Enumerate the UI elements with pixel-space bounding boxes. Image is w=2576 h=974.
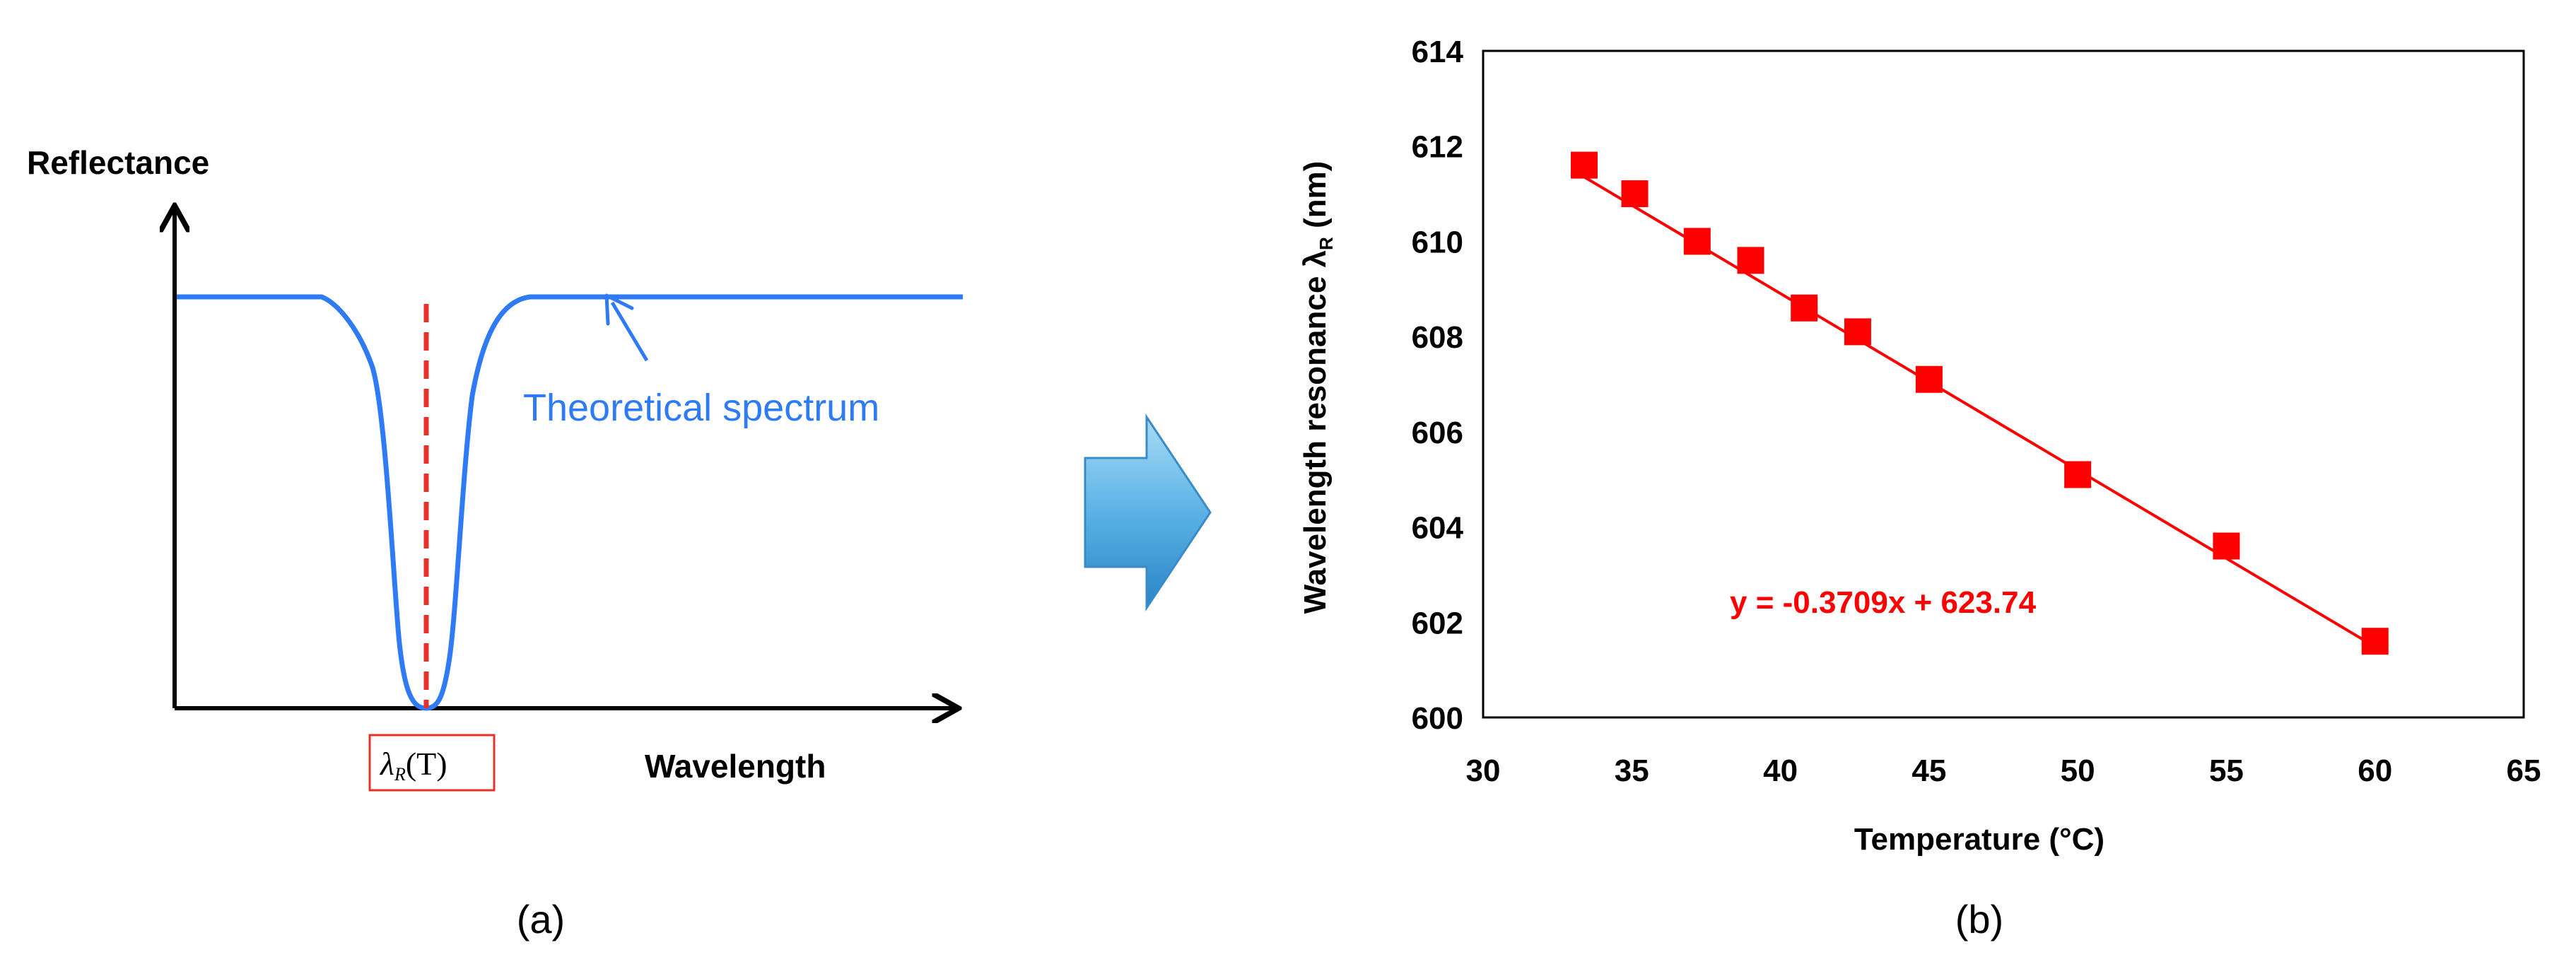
panel-a: Reflectance Theoretical spectrum λR(T) W… — [27, 144, 963, 941]
data-point — [1621, 180, 1649, 208]
y-tick-label: 604 — [1412, 511, 1464, 546]
x-tick-label: 65 — [2507, 753, 2541, 788]
plot-area-frame — [1482, 49, 2525, 719]
resonance-lambda: λ — [379, 746, 394, 782]
curve-pointer-arrow — [604, 293, 649, 362]
data-point — [1844, 318, 1871, 346]
right-arrow-icon — [1084, 413, 1212, 611]
trendline-equation: y = -0.3709x + 623.74 — [1730, 585, 2037, 620]
y-tick-label: 614 — [1412, 35, 1464, 69]
x-tick-label: 60 — [2358, 753, 2392, 788]
y-tick-label: 600 — [1412, 701, 1463, 736]
x-tick-label: 50 — [2061, 753, 2095, 788]
resonance-subscript: R — [394, 764, 406, 785]
data-point — [1683, 228, 1711, 255]
y-axis-title-subscript: R — [1316, 237, 1337, 250]
resonance-marker-label: λR(T) — [379, 746, 447, 785]
y-tick-label: 608 — [1412, 320, 1463, 355]
y-axis-title: Wavelength resonance λR (nm) — [1298, 161, 1337, 614]
data-point — [2361, 628, 2389, 655]
y-axis-title-unit: (nm) — [1298, 161, 1333, 237]
x-tick-label: 45 — [1911, 753, 1946, 788]
y-tick-label: 602 — [1412, 606, 1463, 640]
y-tick-label: 606 — [1412, 416, 1463, 450]
trendline — [1583, 175, 2376, 648]
x-axis-ticks: 30 35 40 45 50 55 60 65 — [1466, 753, 2541, 788]
panel-a-x-axis-label: Wavelength — [645, 748, 826, 785]
data-point — [2064, 461, 2092, 488]
resonance-marker-box — [368, 734, 496, 792]
theoretical-spectrum-curve — [177, 294, 963, 711]
data-points — [1570, 151, 2389, 655]
panel-b-label: (b) — [1955, 897, 2003, 941]
data-point — [1737, 247, 1764, 274]
x-tick-label: 55 — [2209, 753, 2244, 788]
y-tick-label: 610 — [1412, 225, 1463, 259]
x-tick-label: 35 — [1615, 753, 1649, 788]
x-tick-label: 30 — [1466, 753, 1501, 788]
panel-a-label: (a) — [517, 897, 565, 941]
panel-b-chart: 600 602 604 606 608 610 612 614 30 35 40 45 50 55 60 6… — [1298, 35, 2541, 941]
panel-a-y-axis-label: Reflectance — [27, 144, 209, 181]
data-point — [2213, 532, 2240, 560]
y-tick-label: 612 — [1412, 130, 1463, 165]
resonance-arg: (T) — [406, 746, 447, 782]
trendline-group — [1583, 175, 2376, 648]
data-point — [1915, 365, 1943, 393]
data-point — [1570, 151, 1598, 179]
data-point — [1791, 294, 1818, 322]
y-axis-ticks: 600 602 604 606 608 610 612 614 — [1412, 35, 1464, 736]
x-tick-label: 40 — [1763, 753, 1798, 788]
x-axis-title: Temperature (°C) — [1854, 822, 2104, 857]
theoretical-spectrum-label: Theoretical spectrum — [523, 387, 879, 429]
y-axis-title-main: Wavelength resonance λ — [1298, 250, 1333, 614]
